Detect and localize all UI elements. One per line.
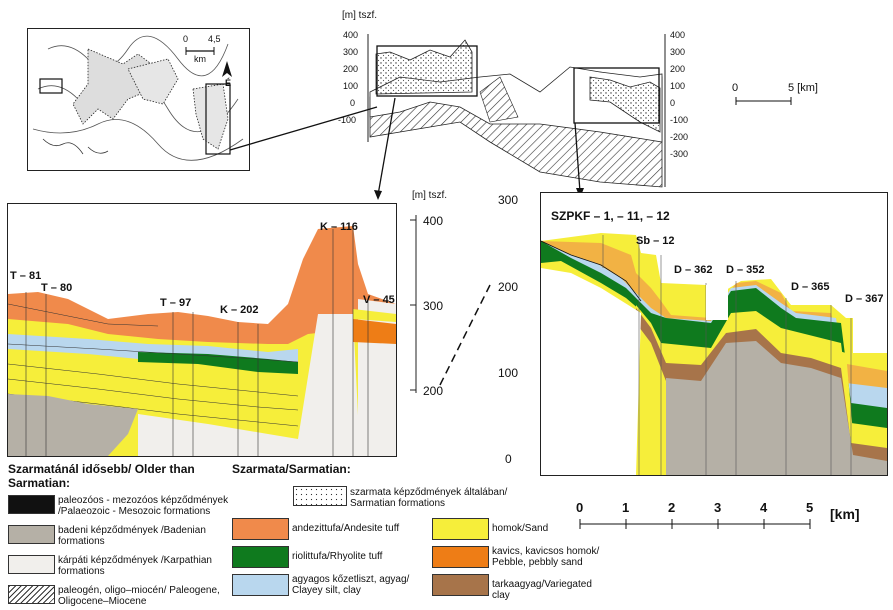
top-right-tick: 100	[670, 81, 686, 91]
right-axis-tick: 300	[498, 193, 519, 207]
top-right-tick: -300	[670, 149, 689, 159]
left-section-unit: [m] tszf.	[412, 190, 447, 201]
scale-top-right: 5 [km]	[788, 82, 818, 94]
top-section	[340, 22, 700, 197]
left-section-drawing	[8, 204, 396, 456]
legend-swatch	[432, 574, 489, 596]
legend-swatch	[432, 546, 489, 568]
borehole-label: D – 367	[845, 293, 884, 305]
top-section-unit: [m] tszf.	[342, 10, 377, 21]
map-scale-right: 4,5	[208, 34, 221, 44]
borehole-label: SZPKF – 1, – 11, – 12	[551, 209, 670, 223]
top-right-tick: -100	[670, 115, 689, 125]
map-scale-left: 0	[183, 34, 189, 44]
legend-label: kárpáti képződmények /Karpathian formati…	[58, 555, 212, 577]
legend-label: riolittufa/Rhyolite tuff	[292, 551, 383, 562]
top-right-tick: 200	[670, 64, 686, 74]
top-left-tick: 100	[343, 81, 359, 91]
top-left-tick: 400	[343, 30, 359, 40]
top-right-tick: 0	[670, 98, 676, 108]
top-section-drawing	[367, 34, 666, 188]
legend-swatch	[232, 518, 289, 540]
top-right-tick: 400	[670, 30, 686, 40]
location-map: 0 4,5 km É	[27, 28, 250, 171]
legend-swatch	[432, 518, 489, 540]
map-north-label: É	[225, 78, 232, 88]
scale-tick: 3	[714, 500, 722, 515]
borehole-label: D – 365	[791, 281, 830, 293]
borehole-label: T – 97	[160, 297, 192, 309]
top-left-tick: -100	[338, 115, 357, 125]
legend-label: paleozóos - mezozóos képződmények /Palae…	[58, 495, 229, 517]
legend-label: andezittufa/Andesite tuff	[292, 523, 400, 534]
legend-label: homok/Sand	[492, 523, 549, 534]
top-left-tick: 200	[343, 64, 359, 74]
top-right-tick: -200	[670, 132, 689, 142]
left-section: T – 81 T – 80 T – 97 K – 202 K – 116 V –…	[7, 203, 397, 457]
scale-tick: 5	[806, 500, 814, 515]
scale-top-left: 0	[732, 82, 739, 94]
top-left-tick: 0	[350, 98, 356, 108]
top-left-tick: 300	[343, 47, 359, 57]
scale-tick: 0	[576, 500, 584, 515]
map-drawing	[32, 35, 244, 161]
scale-unit: [km]	[830, 506, 860, 522]
legend-swatch	[232, 546, 289, 568]
dashed-link	[439, 284, 491, 386]
scale-tick: 2	[668, 500, 676, 515]
legend-label: szarmata képződmények általában/ Sarmati…	[350, 487, 508, 509]
top-right-tick: 300	[670, 47, 686, 57]
legend-label: paleogén, oligo–miocén/ Paleogene, Oligo…	[58, 585, 220, 607]
legend-swatch-hatched	[8, 585, 55, 604]
legend-swatch	[8, 525, 55, 544]
legend-label: kavics, kavicsos homok/ Pebble, pebbly s…	[492, 546, 600, 568]
borehole-label: T – 81	[10, 270, 42, 282]
left-axis-tick: 200	[423, 384, 444, 398]
map-scale-unit: km	[194, 54, 206, 64]
scale-tick: 1	[622, 500, 630, 515]
right-section-drawing	[541, 193, 887, 475]
legend-label: tarkaagyag/Variegated clay	[492, 579, 592, 601]
left-axis-tick: 400	[423, 214, 444, 228]
borehole-label: K – 202	[220, 304, 259, 316]
borehole-label: D – 352	[726, 264, 765, 276]
right-axis-tick: 0	[505, 452, 512, 466]
legend-swatch-dotted	[293, 486, 347, 506]
legend-label: agyagos kőzetliszt, agyag/ Clayey silt, …	[292, 574, 410, 596]
borehole-label: D – 362	[674, 264, 713, 276]
borehole-label: K – 116	[320, 221, 358, 233]
legend-swatch	[232, 574, 289, 596]
legend-older-header: Szarmatánál idősebb/ Older than Sarmatia…	[8, 462, 195, 490]
right-axis-tick: 100	[498, 366, 519, 380]
borehole-label: T – 80	[41, 282, 73, 294]
right-section: SZPKF – 1, – 11, – 12 Sb – 12 D – 362 D …	[540, 192, 888, 476]
borehole-label: Sb – 12	[636, 235, 675, 247]
left-axis	[410, 215, 417, 393]
left-axis-tick: 300	[423, 299, 444, 313]
scale-tick: 4	[760, 500, 768, 515]
legend-swatch	[8, 495, 55, 514]
legend-swatch	[8, 555, 55, 574]
legend-sarmatian-header: Szarmata/Sarmatian:	[232, 462, 351, 476]
borehole-label: V – 45	[363, 294, 395, 306]
right-axis-tick: 200	[498, 280, 519, 294]
legend-label: badeni képződmények /Badenian formations	[58, 525, 206, 547]
